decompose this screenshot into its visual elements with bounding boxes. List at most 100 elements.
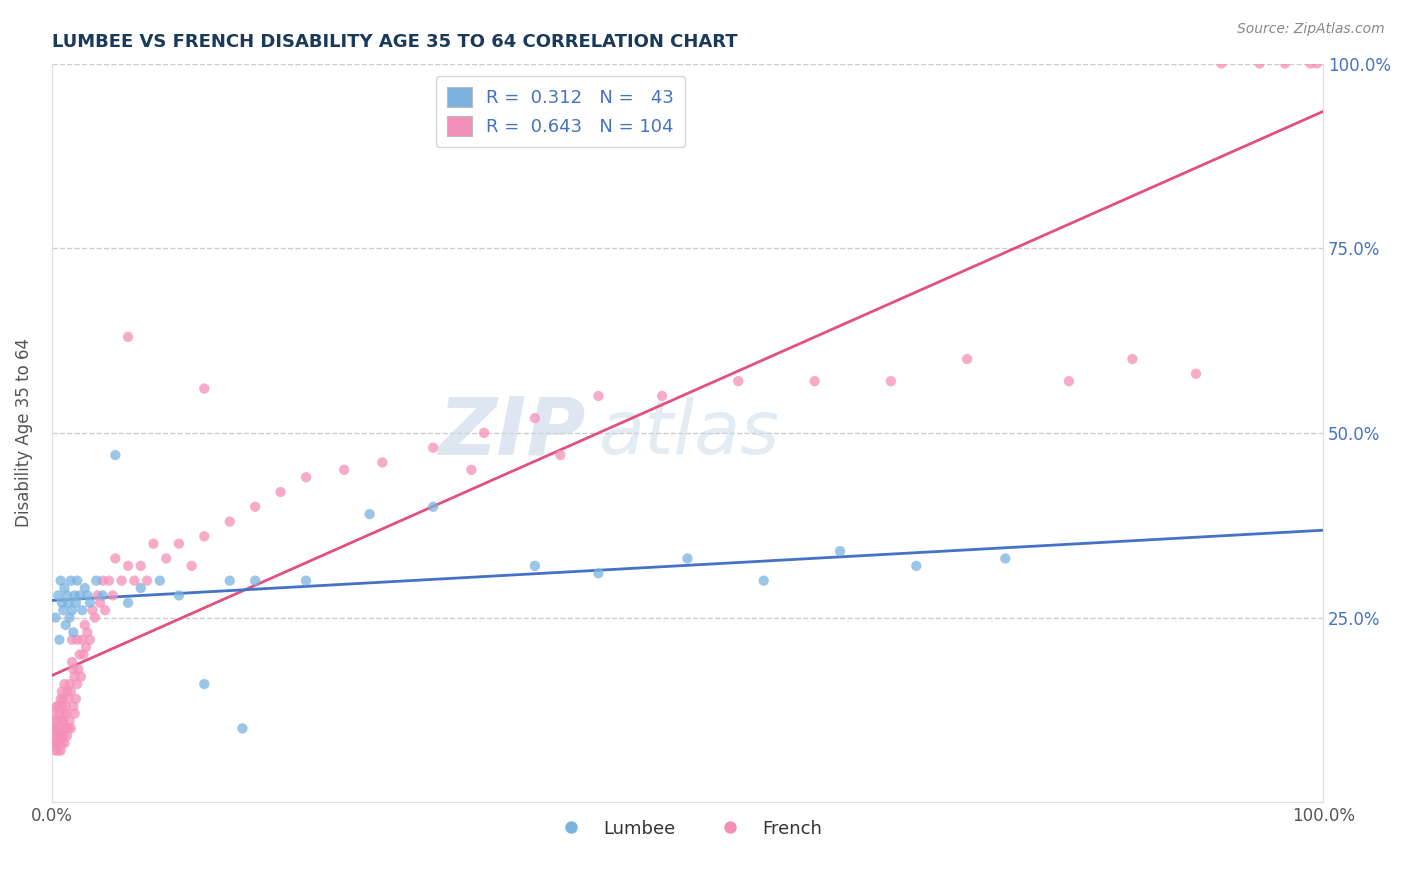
Point [52,691,75,706]
Point [69,648,91,662]
Point [76,589,98,603]
Point [167,537,190,551]
Point [70,670,93,684]
Point [55,699,77,714]
Point [52,729,75,743]
Point [45,699,67,714]
Point [142,537,165,551]
Point [62,699,84,714]
Point [523,558,546,573]
Point [55,618,77,632]
Point [72,603,94,617]
Point [45,610,67,624]
Point [104,551,127,566]
Point [58,677,80,691]
Point [117,558,139,573]
Point [111,574,134,588]
Point [45,743,67,757]
Point [651,389,673,403]
Point [550,448,572,462]
Point [72,632,94,647]
Point [53,581,76,595]
Point [828,544,851,558]
Point [136,574,159,588]
Point [295,470,318,484]
Point [62,625,84,640]
Point [155,551,177,566]
Point [60,603,83,617]
Point [295,574,318,588]
Point [523,411,546,425]
Point [46,743,69,757]
Point [60,655,83,669]
Point [460,463,482,477]
Point [65,596,87,610]
Point [48,736,70,750]
Point [1249,56,1271,70]
Point [56,706,79,721]
Point [193,529,215,543]
Point [58,691,80,706]
Point [49,729,72,743]
Point [67,662,90,676]
Point [117,330,139,344]
Point [45,714,67,728]
Point [65,691,87,706]
Point [1274,56,1296,70]
Point [76,625,98,640]
Point [51,736,73,750]
Point [588,389,610,403]
Point [1299,56,1322,70]
Point [1211,56,1233,70]
Text: atlas: atlas [599,397,780,469]
Point [803,374,825,388]
Point [45,729,67,743]
Point [46,699,69,714]
Point [56,684,79,698]
Point [905,558,928,573]
Point [53,677,76,691]
Point [193,382,215,396]
Point [101,589,124,603]
Point [66,632,89,647]
Point [46,589,69,603]
Point [129,558,152,573]
Point [42,736,65,750]
Point [243,574,266,588]
Point [59,722,82,736]
Point [97,574,120,588]
Text: ZIP: ZIP [439,394,586,472]
Point [66,677,89,691]
Point [472,425,495,440]
Point [243,500,266,514]
Point [422,500,444,514]
Point [89,596,111,610]
Point [79,632,101,647]
Y-axis label: Disability Age 35 to 64: Disability Age 35 to 64 [15,338,32,527]
Point [231,722,253,736]
Point [752,574,775,588]
Point [124,574,146,588]
Point [1306,56,1329,70]
Point [84,574,107,588]
Point [270,485,292,500]
Point [44,706,66,721]
Point [180,558,202,573]
Point [129,581,152,595]
Point [60,632,83,647]
Point [59,574,82,588]
Point [75,640,97,654]
Point [1185,367,1208,381]
Point [218,515,240,529]
Point [218,574,240,588]
Point [58,714,80,728]
Point [49,743,72,757]
Text: LUMBEE VS FRENCH DISABILITY AGE 35 TO 64 CORRELATION CHART: LUMBEE VS FRENCH DISABILITY AGE 35 TO 64… [52,33,737,51]
Point [53,736,76,750]
Point [333,463,356,477]
Point [51,699,73,714]
Point [63,589,86,603]
Point [193,677,215,691]
Point [79,596,101,610]
Point [62,662,84,676]
